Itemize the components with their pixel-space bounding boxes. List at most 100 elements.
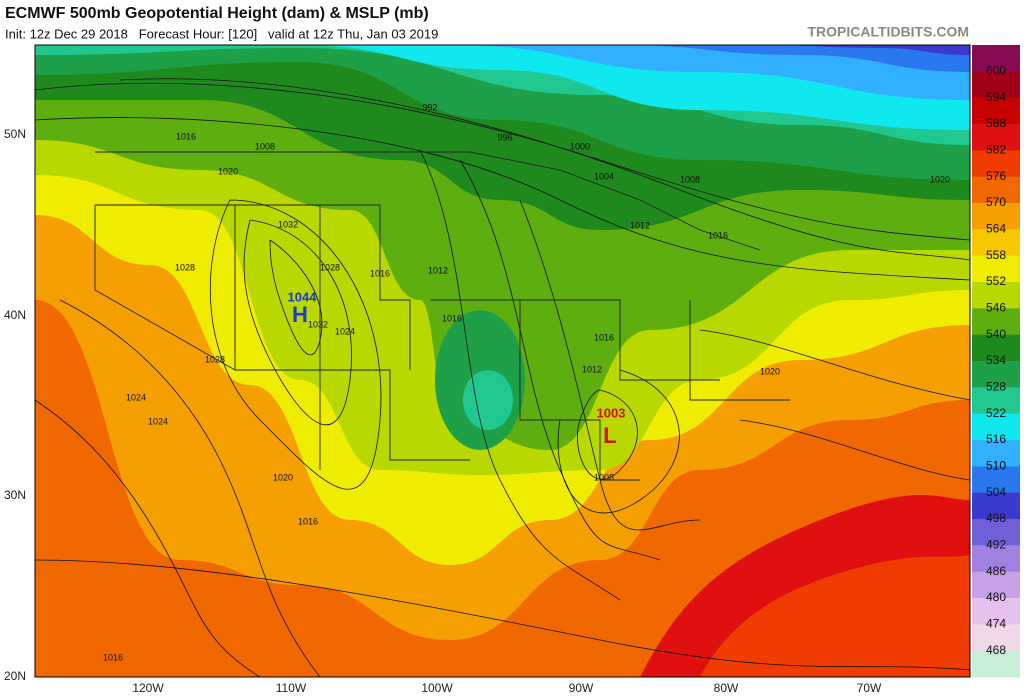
colorbar-cell — [972, 571, 1020, 599]
colorbar-label: 474 — [986, 617, 1006, 631]
isobar-label: 1004 — [594, 171, 614, 181]
isobar-label: 1016 — [708, 230, 728, 240]
isobar-label: 1008 — [255, 141, 275, 151]
isobar-label: 1016 — [370, 268, 390, 278]
isobar-label: 1028 — [175, 262, 195, 272]
colorbar-label: 576 — [986, 169, 1006, 183]
band — [760, 45, 970, 55]
colorbar-label: 588 — [986, 116, 1006, 130]
colorbar-cell — [972, 624, 1020, 652]
isobar-label: 1032 — [308, 319, 328, 329]
lat-label: 50N — [4, 127, 26, 141]
isobar-label: 1008 — [594, 472, 614, 482]
high-marker: H — [292, 302, 308, 327]
colorbar-cell — [972, 282, 1020, 309]
band — [620, 45, 970, 72]
lon-label: 90W — [569, 681, 594, 695]
low-value: 1003 — [597, 405, 626, 420]
colorbar-label: 534 — [986, 353, 1006, 367]
lat-label: 30N — [4, 488, 26, 502]
map-frame — [34, 44, 971, 678]
colorbar-label: 546 — [986, 301, 1006, 315]
colorbar-label: 594 — [986, 90, 1006, 104]
band — [700, 555, 970, 677]
isobar-label: 992 — [422, 102, 437, 112]
isobar-label: 1020 — [760, 366, 780, 376]
isobar-label: 1024 — [126, 392, 146, 402]
colorbar-cell — [972, 492, 1020, 520]
isobars — [34, 78, 971, 678]
colorbar-label: 486 — [986, 564, 1006, 578]
colorbar-cell — [972, 440, 1020, 467]
colorbar-cell — [972, 124, 1020, 151]
map-labels: 50N 40N 30N 20N 120W 110W 100W 90W 80W 70W 992 996 1… — [4, 102, 950, 695]
isobar-label: 1020 — [273, 472, 293, 482]
borders — [94, 151, 790, 481]
colorbar-label: 498 — [986, 511, 1006, 525]
lon-label: 70W — [857, 681, 882, 695]
colorbar-cell — [972, 361, 1020, 388]
isobar-label: 1020 — [930, 174, 950, 184]
isobar-label: 1016 — [594, 332, 614, 342]
colorbar-cell — [972, 545, 1020, 573]
colorbar-label: 522 — [986, 406, 1006, 420]
isobar-label: 1028 — [320, 262, 340, 272]
colorbar-cell — [972, 176, 1020, 204]
colorbar-cell — [972, 413, 1020, 441]
colorbar-cell — [972, 71, 1020, 99]
lon-label: 80W — [714, 681, 739, 695]
isobar-label: 996 — [497, 132, 512, 142]
lat-label: 20N — [4, 669, 26, 683]
isobar-label: 1016 — [176, 131, 196, 141]
colorbar-label: 480 — [986, 590, 1006, 604]
isobar-label: 1024 — [335, 326, 355, 336]
isobar-label: 1008 — [680, 174, 700, 184]
colorbar-label: 492 — [986, 538, 1006, 552]
colorbar-cell — [972, 387, 1020, 415]
lat-label: 40N — [4, 308, 26, 322]
map-subtitle: Init: 12z Dec 29 2018 Forecast Hour: [12… — [5, 26, 438, 41]
isobar-label: 1016 — [103, 652, 123, 662]
colorbar-label: 558 — [986, 248, 1006, 262]
site-credit: TROPICALTIDBITS.COM — [807, 24, 969, 40]
lon-label: 100W — [421, 681, 453, 695]
colorbar-label: 504 — [986, 485, 1006, 499]
colorbar-label: 570 — [986, 195, 1006, 209]
isobar-label: 1032 — [278, 219, 298, 229]
colorbar-cell — [972, 598, 1020, 625]
colorbar-cell — [972, 203, 1020, 230]
lon-label: 110W — [276, 681, 307, 695]
colorbar-label: 516 — [986, 432, 1006, 446]
colorbar-label: 540 — [986, 327, 1006, 341]
colorbar-cell — [972, 255, 1020, 283]
colorbar-label: 582 — [986, 143, 1006, 157]
colorbar-label: 528 — [986, 380, 1006, 394]
isobar-label: 1016 — [298, 516, 318, 526]
colorbar-label: 510 — [986, 459, 1006, 473]
colorbar-cell — [972, 519, 1020, 546]
colorbar-label: 468 — [986, 643, 1006, 657]
colorbar-cell — [972, 308, 1020, 336]
band — [450, 45, 970, 100]
colorbar-cell — [972, 45, 1020, 72]
isobar-label: 1012 — [582, 364, 602, 374]
colorbar-cell — [972, 97, 1020, 125]
isobar-label: 1024 — [148, 416, 168, 426]
isobar-label: 1016 — [442, 313, 462, 323]
colorbar-cell — [972, 229, 1020, 257]
band — [463, 370, 513, 430]
high-value: 1044 — [288, 289, 318, 304]
colorbar-cell — [972, 650, 1020, 678]
isobar-label: 1000 — [570, 141, 590, 151]
colorbar-label: 600 — [986, 64, 1006, 78]
colorbar-cell — [972, 466, 1020, 494]
colorbar: 600 594 588 582 576 570 564 558 552 546 540 534 528 5… — [972, 45, 1020, 678]
map-title: ECMWF 500mb Geopotential Height (dam) & … — [5, 5, 429, 22]
isobar-label: 1012 — [428, 265, 448, 275]
lon-label: 120W — [132, 681, 164, 695]
isobar-label: 1012 — [630, 220, 650, 230]
colorbar-label: 552 — [986, 274, 1006, 288]
colorbar-cell — [972, 150, 1020, 178]
